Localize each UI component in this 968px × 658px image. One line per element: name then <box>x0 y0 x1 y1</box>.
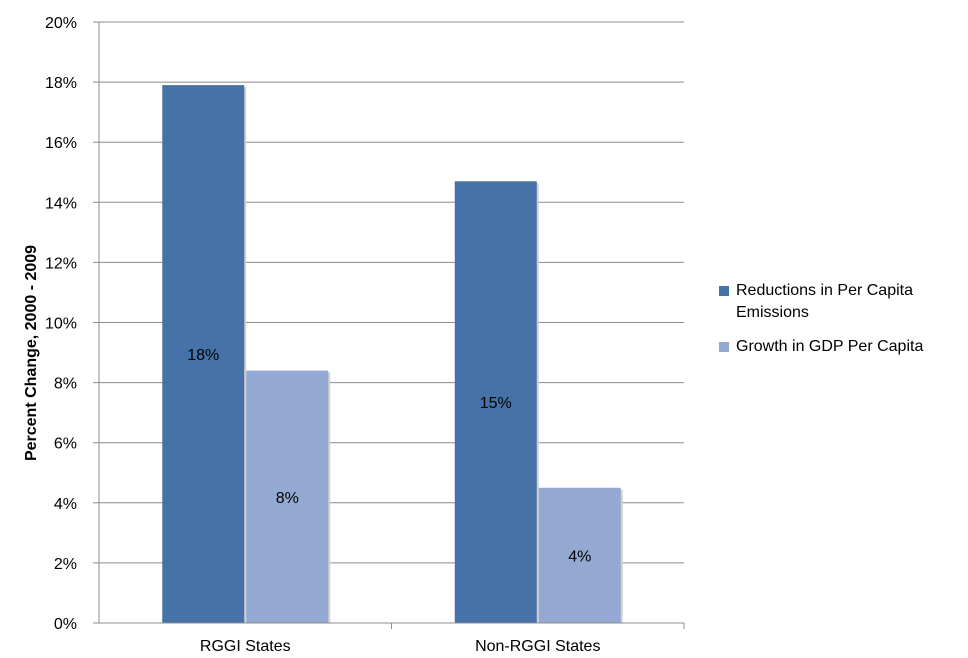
bar-gdp <box>538 487 621 623</box>
legend-label-emissions: Reductions in Per Capita Emissions <box>736 282 913 321</box>
legend-label-gdp: Growth in GDP Per Capita <box>736 338 924 355</box>
y-axis-ticks: 0% 2% 4% 6% 8% 10% 12% 14% 16% 18% 20% <box>45 15 99 633</box>
data-label-emissions: 15% <box>480 395 512 412</box>
legend-item-gdp: Growth in GDP Per Capita <box>719 336 968 358</box>
y-tick-label: 18% <box>45 75 77 92</box>
y-tick-label: 2% <box>54 556 77 573</box>
data-label-emissions: 18% <box>187 347 219 364</box>
y-tick-label: 10% <box>45 316 77 333</box>
y-tick-label: 6% <box>54 436 77 453</box>
x-axis-labels: RGGI States Non-RGGI States <box>200 623 685 655</box>
y-tick-label: 14% <box>45 195 77 212</box>
bar-emissions <box>454 181 537 623</box>
bar-emissions <box>162 85 245 624</box>
y-tick-label: 20% <box>45 15 77 32</box>
y-tick-label: 0% <box>54 616 77 633</box>
y-tick-label: 16% <box>45 135 77 152</box>
x-category-label: Non-RGGI States <box>475 638 600 655</box>
y-tick-label: 12% <box>45 255 77 272</box>
data-labels: 18% 8% 15% 4% <box>187 347 591 565</box>
legend-swatch-emissions <box>719 286 729 296</box>
y-tick-label: 4% <box>54 496 77 513</box>
legend-item-emissions: Reductions in Per Capita Emissions <box>719 280 968 324</box>
x-category-label: RGGI States <box>200 638 291 655</box>
y-axis-title: Percent Change, 2000 - 2009 <box>23 245 40 461</box>
bars <box>162 85 623 624</box>
legend: Reductions in Per Capita Emissions Growt… <box>719 280 968 370</box>
data-label-gdp: 4% <box>568 548 591 565</box>
data-label-gdp: 8% <box>276 490 299 507</box>
legend-swatch-gdp <box>719 342 729 352</box>
bar-gdp <box>246 370 329 623</box>
y-tick-label: 8% <box>54 376 77 393</box>
